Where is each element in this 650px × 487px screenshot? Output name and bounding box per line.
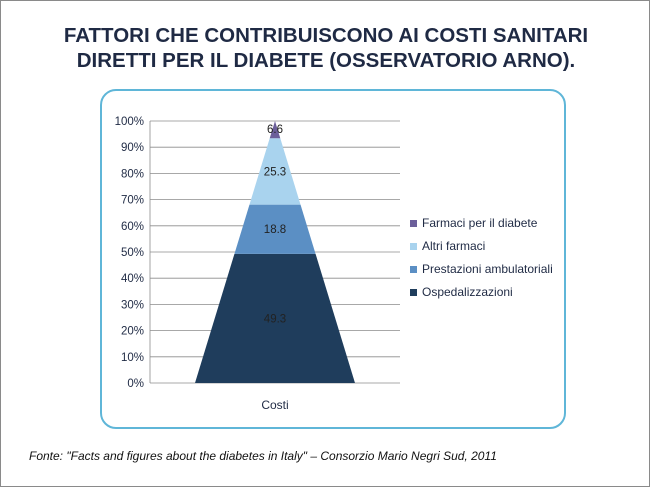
y-tick-label: 60% xyxy=(121,221,144,233)
slide-title-line1: FATTORI CHE CONTRIBUISCONO AI COSTI SANI… xyxy=(63,24,589,47)
legend-swatch xyxy=(410,220,417,227)
legend-swatch xyxy=(410,266,417,273)
y-tick-label: 20% xyxy=(121,326,144,338)
y-tick-label: 100% xyxy=(115,116,144,128)
legend-label: Prestazioni ambulatoriali xyxy=(422,262,553,276)
slide-title-line2: DIRETTI PER IL DIABETE (OSSERVATORIO ARN… xyxy=(76,49,576,72)
y-tick-label: 90% xyxy=(121,142,144,154)
y-tick-label: 80% xyxy=(121,168,144,180)
pyramid-segment xyxy=(195,253,355,383)
pyramid-segment xyxy=(234,204,316,254)
legend-swatch xyxy=(410,243,417,250)
x-category-label: Costi xyxy=(261,398,288,412)
source-citation: Fonte: "Facts and figures about the diab… xyxy=(29,449,497,463)
y-tick-label: 30% xyxy=(121,299,144,311)
pyramid-segment xyxy=(269,121,281,139)
slide-title: FATTORI CHE CONTRIBUISCONO AI COSTI SANI… xyxy=(1,23,650,73)
data-label: 6.6 xyxy=(267,124,283,136)
y-tick-label: 70% xyxy=(121,195,144,207)
legend-label: Altri farmaci xyxy=(422,239,485,253)
pyramid-segment xyxy=(249,138,301,205)
y-tick-label: 50% xyxy=(121,247,144,259)
y-tick-label: 10% xyxy=(121,352,144,364)
legend-label: Ospedalizzazioni xyxy=(422,285,513,299)
chart-frame: 0% 10% 20% 30% 40% 50% 60% 70% 80% 90% 100% 49.3 18.… xyxy=(100,89,566,429)
y-tick-label: 0% xyxy=(127,378,144,390)
data-label: 49.3 xyxy=(264,313,286,325)
data-label: 25.3 xyxy=(264,166,286,178)
pyramid-stacked-chart: 0% 10% 20% 30% 40% 50% 60% 70% 80% 90% 100% 49.3 18.… xyxy=(115,116,553,412)
y-tick-label: 40% xyxy=(121,273,144,285)
legend-label: Farmaci per il diabete xyxy=(422,216,538,230)
legend-swatch xyxy=(410,289,417,296)
data-label: 18.8 xyxy=(264,224,286,236)
